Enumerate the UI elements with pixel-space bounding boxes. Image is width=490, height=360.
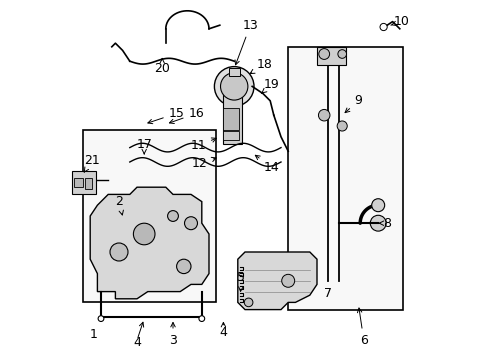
FancyBboxPatch shape [317,47,346,65]
Text: 2: 2 [115,195,123,215]
Circle shape [168,211,178,221]
FancyBboxPatch shape [222,86,243,144]
Text: 21: 21 [84,154,100,172]
Circle shape [110,243,128,261]
FancyBboxPatch shape [83,130,216,302]
Circle shape [380,23,387,31]
FancyBboxPatch shape [229,68,240,76]
Circle shape [338,50,346,58]
Circle shape [337,121,347,131]
Text: 10: 10 [391,15,410,28]
Polygon shape [90,187,209,299]
FancyBboxPatch shape [74,178,83,187]
Text: 11: 11 [190,138,216,152]
Text: 8: 8 [379,217,391,230]
Text: 3: 3 [169,323,177,347]
Circle shape [245,298,253,307]
FancyBboxPatch shape [288,47,403,310]
Text: 7: 7 [324,287,332,300]
Polygon shape [238,252,317,310]
Circle shape [370,215,386,231]
Text: 15: 15 [148,107,185,124]
Circle shape [282,274,294,287]
Text: 17: 17 [136,138,152,154]
FancyBboxPatch shape [223,131,239,140]
FancyBboxPatch shape [223,108,239,130]
Text: 14: 14 [255,155,280,174]
Circle shape [185,217,197,230]
Text: 20: 20 [154,59,170,75]
Text: 6: 6 [357,308,368,347]
Text: 16: 16 [170,107,204,123]
Text: 4: 4 [133,336,141,349]
Text: 1: 1 [90,328,98,341]
FancyBboxPatch shape [72,171,96,194]
Circle shape [176,259,191,274]
Text: 12: 12 [192,157,216,170]
Text: 9: 9 [345,94,362,113]
Text: 18: 18 [250,58,273,73]
Text: 4: 4 [220,326,227,339]
Text: 19: 19 [261,78,280,94]
Text: 13: 13 [235,19,258,65]
Circle shape [372,199,385,212]
Circle shape [215,67,254,106]
Circle shape [133,223,155,245]
Circle shape [220,73,248,100]
Circle shape [318,109,330,121]
FancyBboxPatch shape [85,178,92,189]
Circle shape [319,49,330,59]
Circle shape [199,316,205,321]
Text: 5: 5 [237,271,245,291]
Circle shape [98,316,104,321]
